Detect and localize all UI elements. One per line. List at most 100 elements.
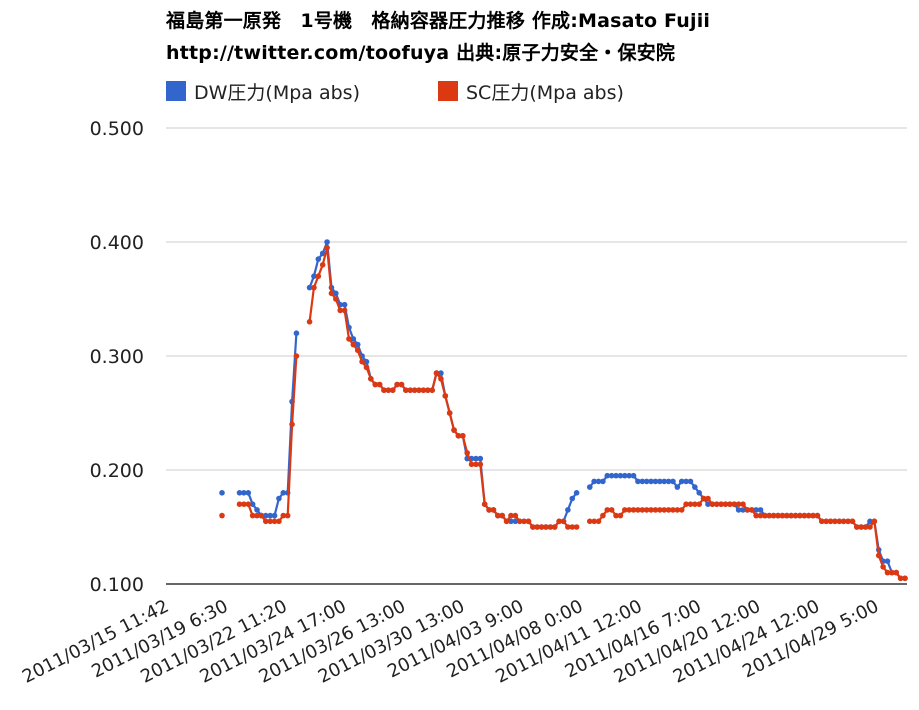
data-point-sc xyxy=(613,512,619,519)
data-point-sc xyxy=(381,387,387,394)
data-point-sc xyxy=(486,507,492,513)
data-point-sc xyxy=(832,518,838,525)
data-point-sc xyxy=(319,262,326,268)
data-point-dw xyxy=(604,472,611,479)
data-point-dw xyxy=(657,478,663,485)
data-point-sc xyxy=(845,518,851,525)
data-point-sc xyxy=(757,512,764,519)
legend-item-sc[interactable]: SC圧力(Mpa abs) xyxy=(438,78,624,104)
data-point-sc xyxy=(718,501,724,508)
data-point-sc xyxy=(670,507,676,513)
data-point-dw xyxy=(586,484,593,490)
legend-item-dw[interactable]: DW圧力(Mpa abs) xyxy=(166,78,360,104)
data-point-sc xyxy=(315,273,322,280)
data-point-sc xyxy=(827,518,834,525)
data-point-dw xyxy=(687,478,694,485)
data-point-sc xyxy=(797,512,803,519)
data-point-sc xyxy=(512,512,519,519)
data-point-sc xyxy=(473,461,479,468)
data-point-dw xyxy=(735,507,742,513)
y-tick-label: 0.400 xyxy=(90,232,144,254)
data-point-sc xyxy=(499,512,506,519)
data-point-sc xyxy=(722,501,729,508)
y-tick-label: 0.200 xyxy=(90,460,144,482)
data-point-sc xyxy=(530,524,536,530)
data-point-sc xyxy=(753,512,759,519)
data-point-sc xyxy=(280,512,287,519)
data-point-sc xyxy=(783,512,790,519)
data-point-sc xyxy=(245,501,252,508)
data-point-sc xyxy=(770,512,777,519)
data-point-dw xyxy=(569,495,576,502)
data-point-sc xyxy=(678,507,685,513)
data-point-sc xyxy=(538,524,545,530)
data-point-sc xyxy=(643,507,650,513)
data-point-sc xyxy=(867,524,873,530)
data-point-sc xyxy=(254,512,260,519)
data-point-sc xyxy=(696,501,703,508)
data-point-sc xyxy=(889,569,895,576)
data-point-sc xyxy=(595,518,602,525)
data-point-dw xyxy=(692,484,698,490)
data-point-dw xyxy=(241,490,247,496)
data-point-dw xyxy=(740,507,746,513)
data-point-sc xyxy=(687,501,694,508)
data-point-sc xyxy=(700,495,707,502)
legend-swatch-sc xyxy=(438,81,458,101)
data-point-dw xyxy=(665,478,672,485)
data-point-sc xyxy=(333,296,339,302)
data-point-dw xyxy=(753,507,759,513)
data-point-sc xyxy=(547,524,554,530)
data-point-dw xyxy=(705,501,711,508)
data-point-sc xyxy=(464,450,470,456)
data-point-dw xyxy=(236,490,243,496)
data-point-sc xyxy=(569,524,576,530)
data-point-sc xyxy=(455,433,462,439)
data-point-sc xyxy=(735,501,742,508)
data-point-dw xyxy=(595,478,602,485)
data-point-sc xyxy=(376,381,383,388)
data-point-dw xyxy=(617,472,624,479)
data-point-dw xyxy=(608,472,615,479)
data-point-sc xyxy=(727,501,733,508)
data-point-sc xyxy=(840,518,847,525)
data-point-dw xyxy=(678,478,685,485)
data-point-dw xyxy=(661,478,667,485)
data-point-dw xyxy=(311,273,317,280)
data-point-sc xyxy=(788,512,794,519)
data-point-sc xyxy=(368,376,374,382)
data-point-sc xyxy=(608,507,615,513)
data-point-dw xyxy=(867,518,873,525)
data-point-sc xyxy=(403,387,409,394)
chart-title-line-1: 福島第一原発 1号機 格納容器圧力推移 作成:Masato Fujii xyxy=(166,10,711,32)
data-point-sc xyxy=(858,524,865,530)
data-point-sc xyxy=(731,501,738,508)
data-point-sc xyxy=(635,507,641,513)
data-point-sc xyxy=(779,512,786,519)
data-point-sc xyxy=(600,512,606,519)
data-point-dw xyxy=(626,472,632,479)
data-point-sc xyxy=(775,512,781,519)
data-point-sc xyxy=(854,524,860,530)
data-point-sc xyxy=(556,518,562,525)
data-point-sc xyxy=(683,501,689,508)
data-point-sc xyxy=(420,387,427,394)
data-point-sc xyxy=(495,512,501,519)
data-point-sc xyxy=(267,518,273,525)
data-point-sc xyxy=(709,501,716,508)
data-point-sc xyxy=(674,507,681,513)
data-point-sc xyxy=(836,518,843,525)
data-point-sc xyxy=(875,552,882,559)
y-tick-label: 0.100 xyxy=(90,574,144,596)
y-tick-label: 0.500 xyxy=(90,118,144,140)
data-point-sc xyxy=(324,244,330,251)
data-point-sc xyxy=(762,512,768,519)
data-point-dw xyxy=(683,478,689,485)
data-point-dw xyxy=(508,518,514,525)
data-point-sc xyxy=(271,518,278,525)
data-point-sc xyxy=(814,512,821,519)
data-point-sc xyxy=(652,507,659,513)
data-point-dw xyxy=(350,336,357,342)
data-point-sc xyxy=(306,319,313,325)
data-point-dw xyxy=(219,490,225,496)
